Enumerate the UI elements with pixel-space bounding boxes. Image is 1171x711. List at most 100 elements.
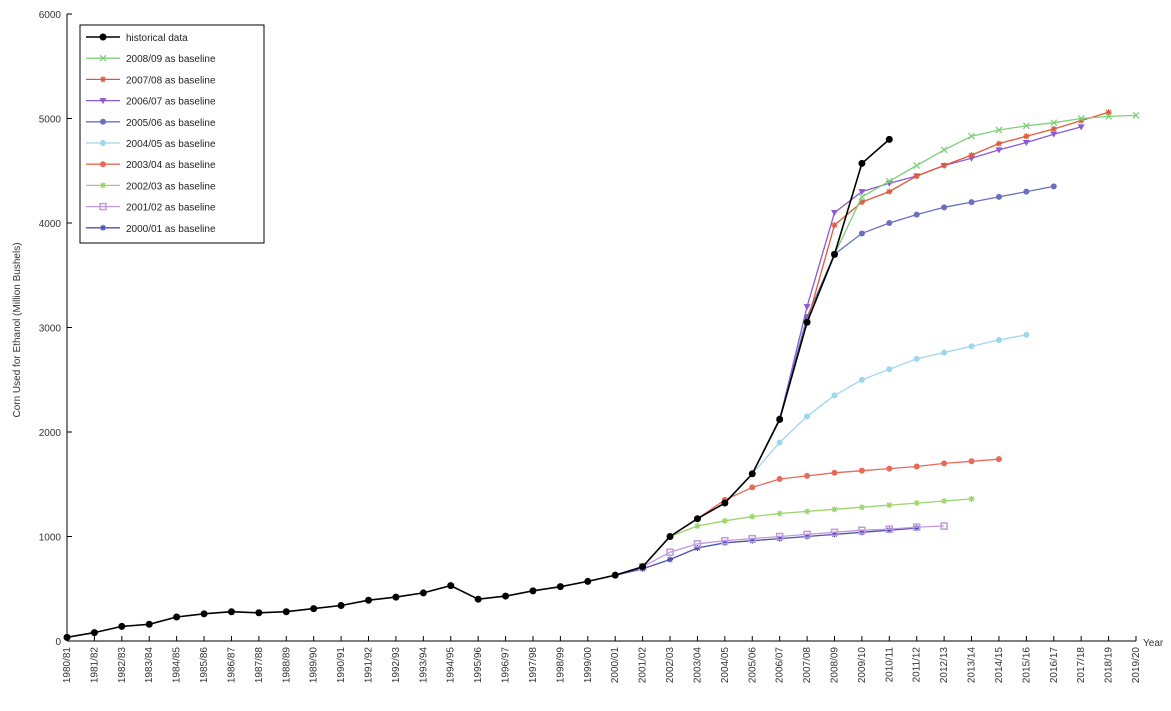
data-point (1050, 125, 1057, 132)
data-point (90, 629, 98, 637)
x-tick-label: 2017/18 (1076, 647, 1087, 684)
data-point (804, 472, 811, 479)
y-axis-label: Corn Used for Ethanol (Million Bushels) (12, 242, 23, 417)
data-point (666, 533, 674, 540)
data-point (118, 622, 126, 630)
x-tick-label: 2002/03 (665, 647, 676, 684)
data-point (776, 535, 783, 542)
data-point (941, 349, 948, 356)
data-point (995, 126, 1003, 134)
legend-label: historical data (126, 33, 188, 44)
data-point (1023, 133, 1030, 140)
data-point (1022, 122, 1030, 130)
series-2003-04-as-baseline (694, 456, 1002, 522)
data-point (721, 517, 728, 524)
data-point (748, 534, 757, 543)
data-point (1132, 111, 1140, 119)
data-point (694, 523, 701, 530)
data-point (804, 508, 811, 515)
data-point (474, 595, 482, 603)
data-point (995, 456, 1002, 463)
data-point (100, 140, 106, 146)
y-tick-label: 3000 (39, 324, 62, 335)
data-point (529, 587, 537, 595)
data-point (775, 532, 784, 541)
data-point (885, 177, 893, 185)
data-point (968, 132, 975, 140)
data-point (803, 304, 811, 311)
legend-label: 2002/03 as baseline (126, 181, 216, 192)
data-point (940, 522, 948, 530)
x-tick-label: 2012/13 (939, 647, 950, 684)
legend-label: 2000/01 as baseline (126, 224, 216, 235)
data-point (776, 439, 783, 446)
data-point (858, 189, 866, 196)
data-point (804, 413, 811, 420)
data-point (1023, 188, 1030, 195)
data-point (419, 589, 427, 597)
series-2007-08-as-baseline (804, 109, 1112, 326)
data-point (310, 605, 318, 613)
legend-item: 2003/04 as baseline (86, 160, 216, 171)
series-line (724, 334, 1027, 504)
data-point (885, 525, 894, 533)
data-point (721, 539, 728, 546)
data-point (227, 608, 235, 616)
data-point (803, 530, 811, 539)
x-tick-label: 2004/05 (720, 647, 731, 684)
x-tick-label: 2005/06 (747, 647, 758, 684)
data-point (776, 476, 783, 483)
series-2000-01-as-baseline (612, 525, 920, 579)
x-axis-label: Year (1143, 638, 1164, 649)
x-tick-label: 1996/97 (501, 647, 512, 684)
series-2004-05-as-baseline (721, 331, 1030, 507)
legend-item: historical data (86, 33, 188, 44)
y-tick-label: 1000 (39, 533, 62, 544)
data-point (830, 528, 839, 537)
x-tick-label: 1985/86 (199, 647, 210, 684)
data-point (282, 608, 290, 616)
x-tick-label: 1998/99 (555, 647, 566, 684)
series-2008-09-as-baseline (831, 111, 1140, 258)
x-tick-label: 2001/02 (638, 647, 649, 684)
data-point (858, 159, 866, 167)
data-point (99, 202, 107, 211)
x-tick-label: 1994/95 (446, 647, 457, 684)
data-point (913, 525, 920, 532)
x-tick-label: 2011/12 (912, 647, 923, 683)
legend-label: 2008/09 as baseline (126, 54, 216, 65)
x-tick-label: 1992/93 (391, 647, 402, 684)
data-point (995, 147, 1003, 154)
data-point (99, 54, 107, 62)
data-point (1105, 109, 1112, 116)
x-tick-label: 1980/81 (62, 647, 73, 684)
data-point (392, 593, 400, 601)
x-tick-label: 2010/11 (884, 647, 895, 683)
data-point (447, 582, 455, 590)
data-point (100, 76, 106, 83)
data-point (748, 470, 756, 478)
data-point (776, 415, 784, 423)
x-tick-label: 1987/88 (254, 647, 265, 684)
data-point (584, 577, 592, 585)
data-point (886, 465, 893, 472)
data-point (693, 540, 702, 548)
data-point (803, 318, 811, 326)
data-point (1050, 131, 1058, 138)
data-point (858, 230, 865, 237)
data-point (1077, 115, 1085, 122)
data-point (913, 162, 921, 169)
data-point (749, 537, 756, 544)
data-point (913, 355, 920, 362)
data-point (941, 460, 948, 467)
data-point (694, 544, 701, 551)
legend-label: 2004/05 as baseline (126, 139, 216, 150)
x-tick-label: 1999/00 (583, 647, 594, 684)
x-tick-label: 1988/89 (281, 647, 292, 684)
x-tick-label: 2008/09 (829, 647, 840, 684)
x-tick-label: 2006/07 (775, 647, 786, 684)
series-2006-07-as-baseline (776, 124, 1085, 423)
data-point (255, 609, 263, 617)
x-tick-label: 2015/16 (1021, 647, 1032, 684)
